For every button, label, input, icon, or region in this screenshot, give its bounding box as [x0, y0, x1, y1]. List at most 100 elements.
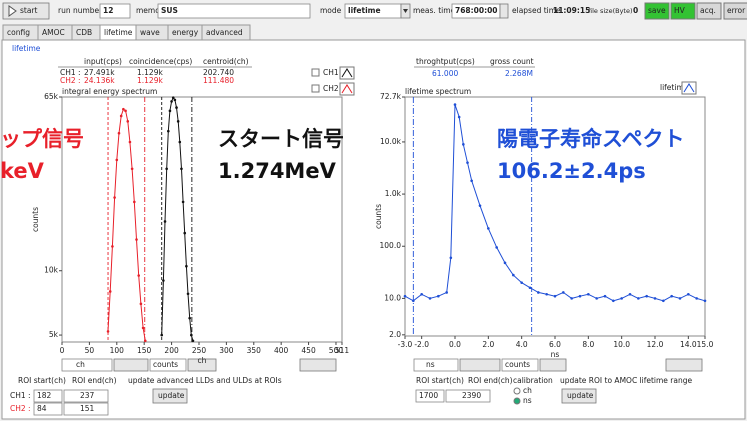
data-point: [183, 231, 187, 235]
roi-input[interactable]: [33, 389, 63, 403]
roi-value: 182: [37, 391, 52, 400]
data-point: [175, 106, 178, 109]
roi-input[interactable]: [63, 402, 109, 416]
memo-input[interactable]: [157, 3, 311, 19]
update-button[interactable]: [561, 388, 597, 404]
data-point: [637, 297, 640, 300]
x-unit-box[interactable]: [61, 358, 113, 372]
tab[interactable]: [201, 24, 251, 41]
size-value: 0: [633, 6, 638, 15]
x-tick-label: -2.0: [414, 340, 429, 349]
stat-value: 2.268M: [505, 69, 533, 78]
legend-checkbox[interactable]: [311, 84, 320, 93]
status-button[interactable]: [696, 2, 722, 20]
data-point: [133, 200, 136, 204]
plot-area: [61, 96, 343, 343]
legend-label: CH2: [323, 84, 339, 93]
run-input[interactable]: [99, 3, 131, 19]
status-button[interactable]: [670, 2, 696, 20]
update-button[interactable]: [152, 388, 188, 404]
tab-label: lifetime: [104, 28, 133, 37]
data-point: [191, 339, 195, 343]
legend-label: CH1: [323, 68, 339, 77]
data-point: [108, 290, 112, 293]
status-label: save: [648, 6, 666, 15]
data-point: [670, 294, 673, 298]
row-label: CH2 :: [60, 76, 81, 85]
data-point: [186, 292, 190, 296]
tab-label: CDB: [76, 28, 92, 37]
data-point: [562, 291, 565, 294]
annotation: 106.2±2.4ps: [497, 159, 646, 183]
data-point: [703, 299, 707, 303]
y-tick-label: 72.7k: [380, 92, 402, 101]
radio[interactable]: [513, 397, 521, 405]
start-button[interactable]: [2, 2, 50, 20]
data-point: [512, 273, 515, 277]
scale-buttons[interactable]: [539, 358, 567, 372]
x-tick-label: 0: [60, 346, 65, 355]
tab-label: AMOC: [42, 28, 65, 37]
x-axis-label: ch: [198, 356, 207, 365]
cell: 24.136k: [84, 76, 115, 85]
x-tick-label: 250: [192, 346, 207, 355]
status-button[interactable]: [723, 2, 747, 20]
data-point: [170, 100, 173, 103]
data-point: [662, 299, 665, 303]
legend-swatch-box: [339, 82, 355, 96]
annotation: keV: [0, 159, 45, 183]
data-point: [528, 286, 532, 290]
scale-buttons[interactable]: [113, 358, 149, 372]
cell: 202.740: [203, 68, 234, 77]
annotation: 1.274MeV: [218, 159, 337, 183]
tab-label: energy: [172, 28, 199, 37]
roi-value: 1700: [419, 391, 438, 400]
data-point: [171, 96, 175, 100]
meas-spinner[interactable]: [499, 3, 509, 19]
scale-buttons[interactable]: [187, 358, 217, 372]
data-point: [687, 292, 690, 296]
radio-label: ns: [523, 396, 532, 405]
annotation: 陽電子寿命スペクト: [497, 127, 685, 151]
status-button[interactable]: [644, 2, 670, 20]
table-header: coincidence(cps): [129, 57, 192, 66]
row-label: CH1 :: [60, 68, 81, 77]
roi-input[interactable]: [33, 402, 63, 416]
legend-swatch-box: [681, 81, 697, 95]
roi-input[interactable]: [445, 389, 491, 403]
roi-row-label: CH1 :: [10, 391, 31, 400]
elapsed-value: 11:09:15: [553, 6, 590, 15]
graph-tools[interactable]: [299, 358, 337, 372]
dropdown-arrow: [403, 9, 408, 13]
annotations: ップ信号 keV スタート信号 1.274MeV 陽電子寿命スペクト 106.2…: [0, 127, 685, 183]
data-point: [160, 333, 164, 337]
y-unit-box[interactable]: [149, 358, 187, 372]
data-point: [466, 161, 469, 164]
data-point: [403, 294, 407, 298]
data-point: [628, 292, 632, 296]
x-tick-label: 10.0: [613, 340, 630, 349]
data-point: [162, 279, 165, 282]
left-table: input(cps) coincidence(cps) centroid(ch)…: [58, 57, 252, 85]
roi-input[interactable]: [415, 389, 445, 403]
x-tick-label: 15.0: [697, 340, 714, 349]
data-point: [595, 297, 598, 300]
x-unit-box[interactable]: [413, 358, 459, 372]
data-point: [437, 294, 440, 298]
radio-label: ch: [523, 386, 532, 395]
table-header: input(cps): [84, 57, 122, 66]
radio[interactable]: [513, 387, 521, 395]
data-point: [176, 120, 180, 123]
data-point: [173, 98, 177, 102]
chart-title: lifetime spectrum: [405, 87, 471, 96]
meas-value: 768:00:00: [455, 6, 498, 15]
y-tick-label: 10.0: [384, 293, 401, 302]
roi-input[interactable]: [63, 389, 109, 403]
data-point: [165, 167, 168, 171]
legend-checkbox[interactable]: [311, 68, 320, 77]
legend-swatch-box: [339, 66, 355, 80]
scale-buttons[interactable]: [459, 358, 501, 372]
y-unit-box[interactable]: [501, 358, 539, 372]
graph-tools[interactable]: [665, 358, 703, 372]
stat-header: throghtput(cps): [416, 57, 475, 66]
